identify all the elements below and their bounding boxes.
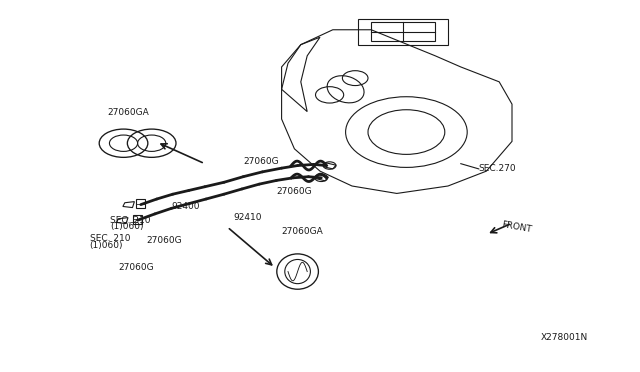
Text: SEC.270: SEC.270 xyxy=(479,164,516,173)
Text: 92400: 92400 xyxy=(172,202,200,211)
Text: 92410: 92410 xyxy=(234,213,262,222)
Text: SEC. 210: SEC. 210 xyxy=(90,234,130,243)
Text: 27060G: 27060G xyxy=(146,236,182,245)
Text: 27060G: 27060G xyxy=(118,263,154,272)
Text: SEC. 210: SEC. 210 xyxy=(110,216,150,225)
Text: (1)060): (1)060) xyxy=(110,222,143,231)
Text: 27060G: 27060G xyxy=(244,157,280,166)
Text: 27060G: 27060G xyxy=(276,187,312,196)
Text: 27060GA: 27060GA xyxy=(108,108,149,117)
Text: 27060GA: 27060GA xyxy=(282,227,323,236)
Text: (1)060): (1)060) xyxy=(90,241,123,250)
Text: FRONT: FRONT xyxy=(500,221,532,235)
Text: X278001N: X278001N xyxy=(541,333,588,342)
